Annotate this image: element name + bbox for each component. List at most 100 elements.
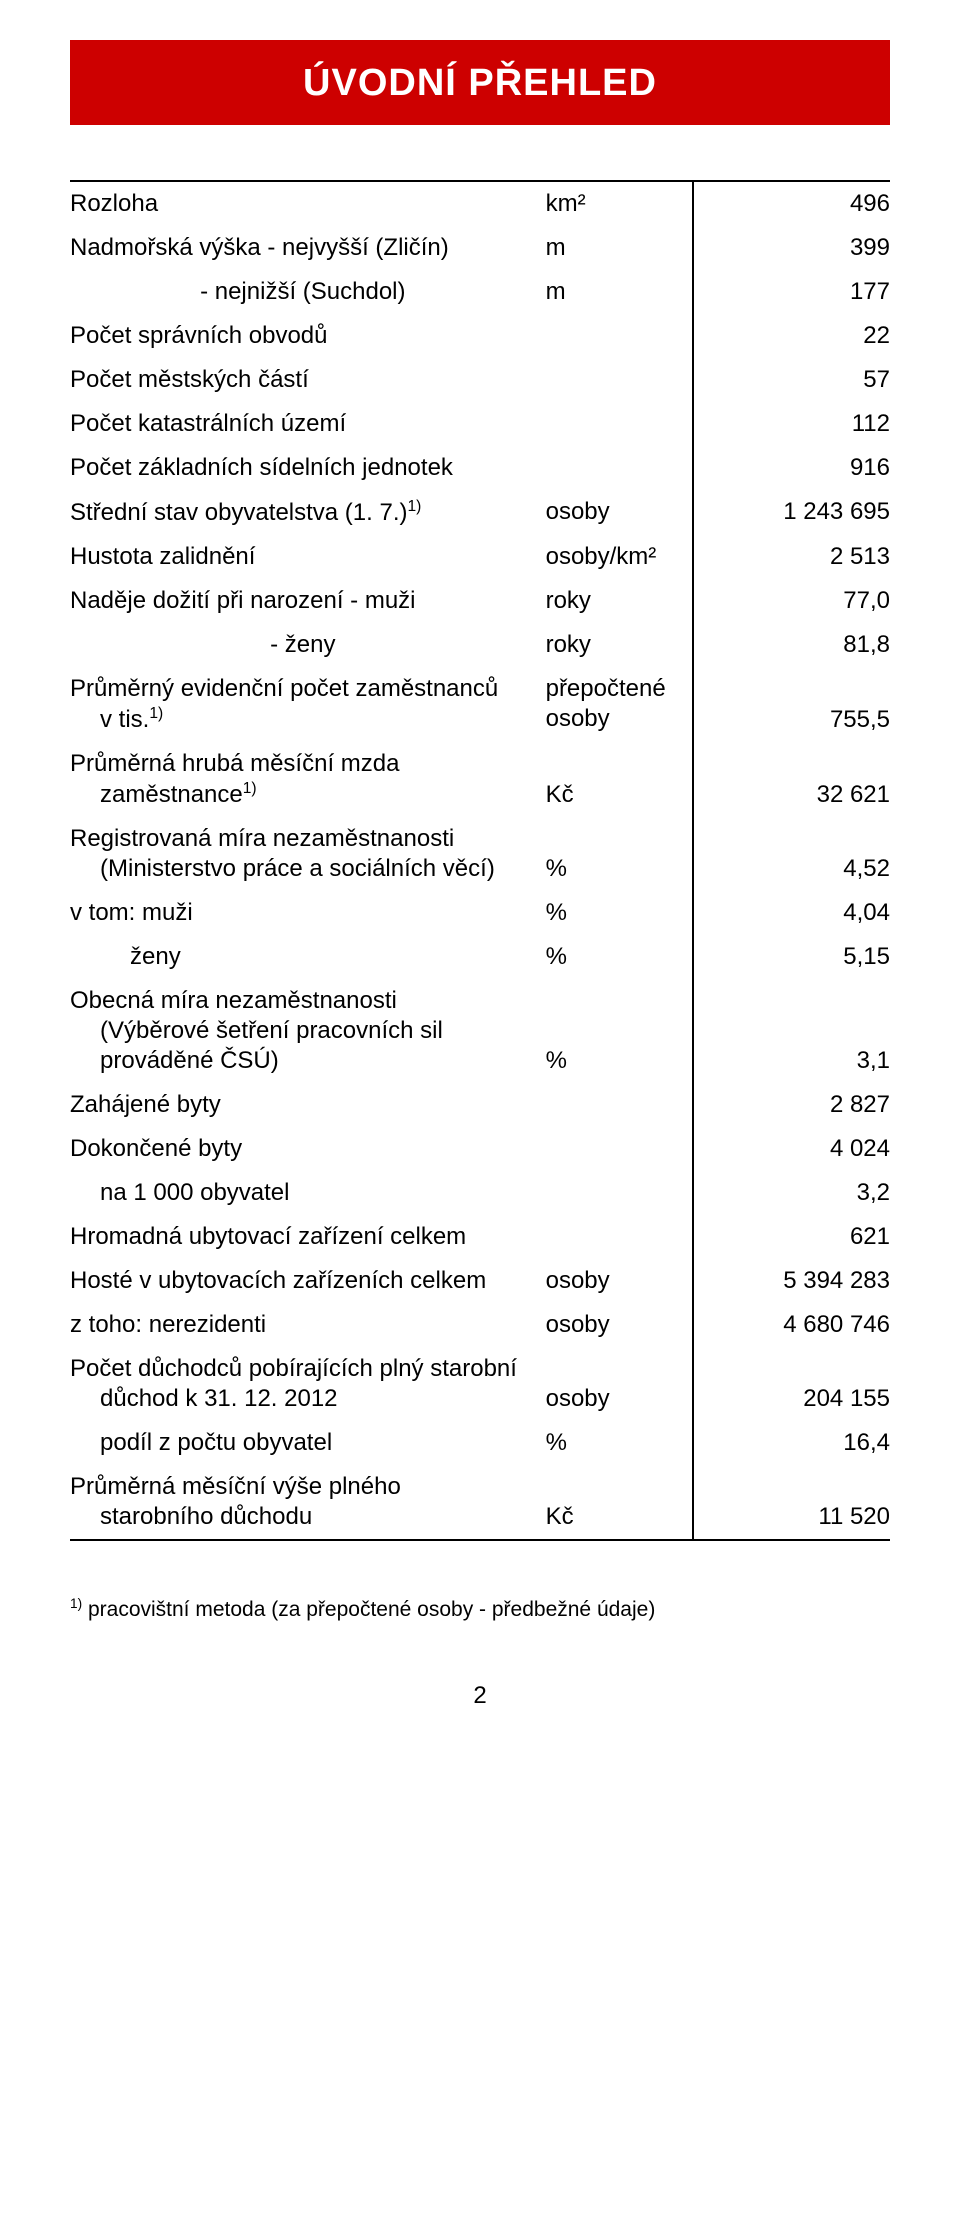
table-row: ženy % 5,15 (70, 935, 890, 979)
row-label: v tom: muži (70, 891, 546, 935)
row-unit: osoby (546, 1259, 694, 1303)
table-row: Průměrná měsíční výše plného starobního … (70, 1465, 890, 1539)
row-unit: Kč (546, 742, 694, 817)
row-unit (546, 446, 694, 490)
row-label: Hosté v ubytovacích zařízeních celkem (70, 1259, 546, 1303)
row-label: Počet katastrálních území (70, 402, 546, 446)
overview-table: Rozloha km² 496 Nadmořská výška - nejvyš… (70, 180, 890, 1541)
table-row: Naděje dožití při narození - muži roky 7… (70, 579, 890, 623)
row-unit: % (546, 891, 694, 935)
table-row: Registrovaná míra nezaměstnanosti (Minis… (70, 817, 890, 891)
table-row: Počet městských částí 57 (70, 358, 890, 402)
row-value: 11 520 (693, 1465, 890, 1539)
row-value: 5 394 283 (693, 1259, 890, 1303)
table-row: Obecná míra nezaměstnanosti (Výběrové še… (70, 979, 890, 1083)
row-label: Hustota zalidnění (70, 535, 546, 579)
table-row: Počet správních obvodů 22 (70, 314, 890, 358)
row-label: Průměrná hrubá měsíční mzda zaměstnance1… (70, 742, 546, 817)
row-unit: roky (546, 623, 694, 667)
row-unit: Kč (546, 1465, 694, 1539)
row-unit: přepočtené osoby (546, 667, 694, 742)
row-unit: osoby (546, 490, 694, 535)
table-row: Zahájené byty 2 827 (70, 1083, 890, 1127)
row-unit: roky (546, 579, 694, 623)
page: ÚVODNÍ PŘEHLED Rozloha km² 496 Nadmořská… (0, 0, 960, 1760)
row-label: Průměrný evidenční počet zaměstnanců v t… (70, 667, 546, 742)
row-label: Hromadná ubytovací zařízení celkem (70, 1215, 546, 1259)
table-row: Počet katastrálních území 112 (70, 402, 890, 446)
row-label: Zahájené byty (70, 1083, 546, 1127)
row-label: na 1 000 obyvatel (70, 1171, 546, 1215)
row-label: Počet správních obvodů (70, 314, 546, 358)
row-label: Střední stav obyvatelstva (1. 7.)1) (70, 490, 546, 535)
row-value: 57 (693, 358, 890, 402)
row-value: 32 621 (693, 742, 890, 817)
row-value: 77,0 (693, 579, 890, 623)
row-label: Průměrná měsíční výše plného starobního … (70, 1465, 546, 1539)
table-row: podíl z počtu obyvatel % 16,4 (70, 1421, 890, 1465)
row-value: 399 (693, 226, 890, 270)
table-row: Průměrný evidenční počet zaměstnanců v t… (70, 667, 890, 742)
row-unit: m (546, 270, 694, 314)
row-value: 204 155 (693, 1347, 890, 1421)
row-value: 496 (693, 182, 890, 226)
row-value: 16,4 (693, 1421, 890, 1465)
row-value: 112 (693, 402, 890, 446)
row-value: 4,04 (693, 891, 890, 935)
row-value: 81,8 (693, 623, 890, 667)
row-value: 5,15 (693, 935, 890, 979)
row-unit (546, 1215, 694, 1259)
row-unit (546, 1127, 694, 1171)
row-unit (546, 1083, 694, 1127)
row-value: 3,2 (693, 1171, 890, 1215)
row-value: 22 (693, 314, 890, 358)
row-label: Obecná míra nezaměstnanosti (Výběrové še… (70, 979, 546, 1083)
row-unit: % (546, 935, 694, 979)
table-row: Počet důchodců pobírajících plný starobn… (70, 1347, 890, 1421)
table-row: na 1 000 obyvatel 3,2 (70, 1171, 890, 1215)
row-value: 2 513 (693, 535, 890, 579)
table-row: Hosté v ubytovacích zařízeních celkem os… (70, 1259, 890, 1303)
row-value: 916 (693, 446, 890, 490)
footnote: 1) pracovištní metoda (za přepočtené oso… (70, 1596, 890, 1622)
row-value: 4,52 (693, 817, 890, 891)
row-value: 2 827 (693, 1083, 890, 1127)
row-label: Počet základních sídelních jednotek (70, 446, 546, 490)
row-unit (546, 1171, 694, 1215)
row-label: Počet důchodců pobírajících plný starobn… (70, 1347, 546, 1421)
row-unit: % (546, 979, 694, 1083)
row-unit (546, 314, 694, 358)
row-value: 4 024 (693, 1127, 890, 1171)
row-label: Počet městských částí (70, 358, 546, 402)
row-label: Nadmořská výška - nejvyšší (Zličín) (70, 226, 546, 270)
table-row: - nejnižší (Suchdol) m 177 (70, 270, 890, 314)
row-value: 621 (693, 1215, 890, 1259)
row-unit: osoby (546, 1347, 694, 1421)
row-unit: km² (546, 182, 694, 226)
page-title: ÚVODNÍ PŘEHLED (70, 40, 890, 125)
row-label: Registrovaná míra nezaměstnanosti (Minis… (70, 817, 546, 891)
row-unit: osoby/km² (546, 535, 694, 579)
row-value: 755,5 (693, 667, 890, 742)
row-label: ženy (70, 935, 546, 979)
table-row: Střední stav obyvatelstva (1. 7.)1) osob… (70, 490, 890, 535)
row-label: Rozloha (70, 182, 546, 226)
row-label: - nejnižší (Suchdol) (70, 270, 546, 314)
row-unit: osoby (546, 1303, 694, 1347)
table-row: Hustota zalidnění osoby/km² 2 513 (70, 535, 890, 579)
table-row: Počet základních sídelních jednotek 916 (70, 446, 890, 490)
row-unit: m (546, 226, 694, 270)
row-unit: % (546, 817, 694, 891)
table-row: Hromadná ubytovací zařízení celkem 621 (70, 1215, 890, 1259)
table-row: Rozloha km² 496 (70, 182, 890, 226)
page-number: 2 (70, 1682, 890, 1710)
table-row: Dokončené byty 4 024 (70, 1127, 890, 1171)
row-label: Naděje dožití při narození - muži (70, 579, 546, 623)
row-value: 1 243 695 (693, 490, 890, 535)
table-row: v tom: muži % 4,04 (70, 891, 890, 935)
row-unit (546, 358, 694, 402)
row-unit: % (546, 1421, 694, 1465)
row-label: podíl z počtu obyvatel (70, 1421, 546, 1465)
row-unit (546, 402, 694, 446)
row-value: 4 680 746 (693, 1303, 890, 1347)
